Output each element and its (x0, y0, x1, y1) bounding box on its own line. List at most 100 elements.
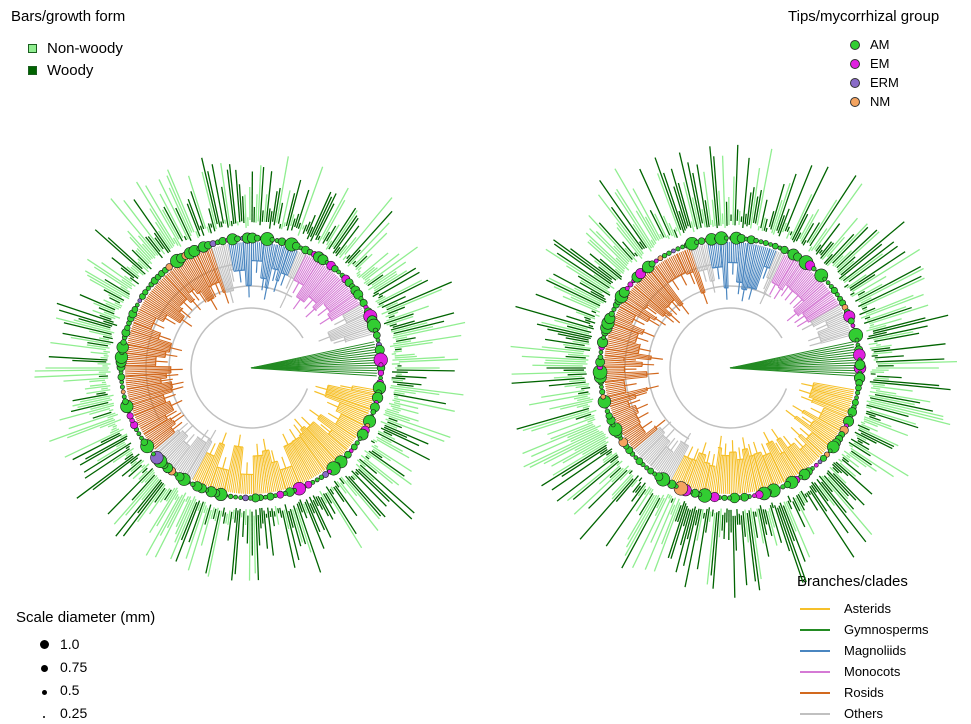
tip-circle (344, 450, 352, 459)
growth-form-bar (858, 283, 883, 298)
tip-circle (331, 265, 339, 273)
growth-form-bar (129, 236, 152, 261)
clade-branch (776, 439, 800, 474)
growth-form-bar (541, 321, 590, 335)
growth-form-bar (154, 237, 164, 250)
tip-circle (142, 289, 149, 296)
growth-form-bar (201, 157, 218, 225)
growth-form-bar (762, 509, 768, 525)
clade-branch (796, 287, 828, 314)
growth-form-bar (638, 493, 654, 516)
clade-branch (622, 300, 650, 319)
growth-form-bar (96, 391, 106, 395)
growth-form-bar (738, 210, 741, 225)
clade-branch (777, 438, 801, 473)
growth-form-bar (372, 292, 380, 298)
clade-branch (243, 242, 247, 286)
clade-branch (146, 420, 174, 440)
clade-branch (150, 428, 172, 445)
clade-branch (275, 246, 286, 281)
myco-legend-label: NM (870, 94, 891, 109)
growth-form-bar (821, 481, 847, 514)
clade-branch (329, 300, 358, 319)
clade-branch (612, 322, 643, 335)
clade-branch (720, 455, 725, 494)
clade-branch (224, 291, 230, 304)
growth-form-bar (654, 213, 668, 239)
growth-form-bar (312, 499, 332, 538)
clade-branch (342, 304, 361, 316)
clade-branch (796, 319, 808, 328)
clade-branch (807, 302, 838, 322)
growth-form-bar (259, 508, 262, 529)
growth-form-bar (378, 271, 420, 296)
clade-branch (293, 254, 307, 281)
clade-branch (238, 270, 242, 283)
clade-branch (800, 434, 823, 455)
clade-branch (605, 384, 625, 389)
clade-branch (134, 402, 171, 419)
growth-form-bar (614, 168, 658, 241)
growth-form-bar (560, 400, 593, 410)
clade-branch (162, 277, 186, 301)
growth-form-bar (141, 243, 156, 259)
clade-branch (616, 311, 634, 321)
clade-branch (743, 458, 750, 493)
clade-branch (630, 426, 656, 447)
clade-branch (604, 376, 648, 382)
growth-form-bar (757, 226, 760, 231)
clade-branch (683, 432, 692, 444)
growth-form-bar (393, 326, 434, 337)
growth-form-bar (130, 457, 139, 464)
tip-circle (140, 438, 148, 446)
clade-branch (804, 295, 834, 317)
growth-form-bar (186, 203, 201, 237)
growth-form-bar (528, 393, 591, 406)
clade-branch (173, 436, 199, 469)
growth-form-bar (802, 240, 807, 246)
clade-branch (339, 416, 362, 430)
growth-form-bar (175, 499, 192, 535)
clade-branch (317, 307, 328, 317)
growth-form-bar (93, 302, 115, 313)
growth-form-bar (627, 494, 655, 540)
clade-branch (658, 451, 674, 473)
clade-branch (215, 468, 223, 490)
tip-circle (122, 398, 129, 405)
clade-branch (613, 406, 637, 417)
growth-form-bar (79, 437, 128, 466)
tip-circle (814, 462, 819, 468)
clade-branch (203, 250, 218, 284)
clade-branch (254, 242, 257, 261)
clade-branch (647, 271, 674, 302)
growth-form-bar (690, 221, 695, 233)
tip-circle (599, 384, 604, 390)
clade-branch (750, 246, 763, 288)
clade-branch (623, 358, 637, 361)
clade-branch (656, 450, 672, 472)
clade-branch (663, 260, 676, 279)
growth-form-bar (333, 215, 358, 250)
clade-branch (623, 425, 641, 437)
growth-form-bar (381, 295, 406, 309)
clade-branch (631, 427, 657, 448)
clade-branch (127, 339, 170, 351)
clade-branch (676, 253, 688, 275)
tip-circle (854, 359, 866, 371)
growth-form-bar (795, 494, 806, 511)
clade-branch (820, 413, 843, 426)
growth-form-bar (861, 306, 868, 310)
growth-form-bar (119, 433, 128, 439)
growth-form-bar (275, 156, 289, 223)
growth-form-bar (807, 490, 811, 496)
clade-branch (129, 388, 172, 401)
growth-form-bar (545, 359, 586, 363)
clade-branch (760, 451, 774, 487)
clade-branch (219, 245, 232, 292)
growth-form-bar (850, 438, 870, 451)
clade-branch (272, 269, 277, 282)
clade-branch (330, 430, 351, 447)
clade-branch (170, 381, 174, 389)
growth-form-bar (269, 510, 272, 518)
growth-form-bar (794, 497, 815, 535)
